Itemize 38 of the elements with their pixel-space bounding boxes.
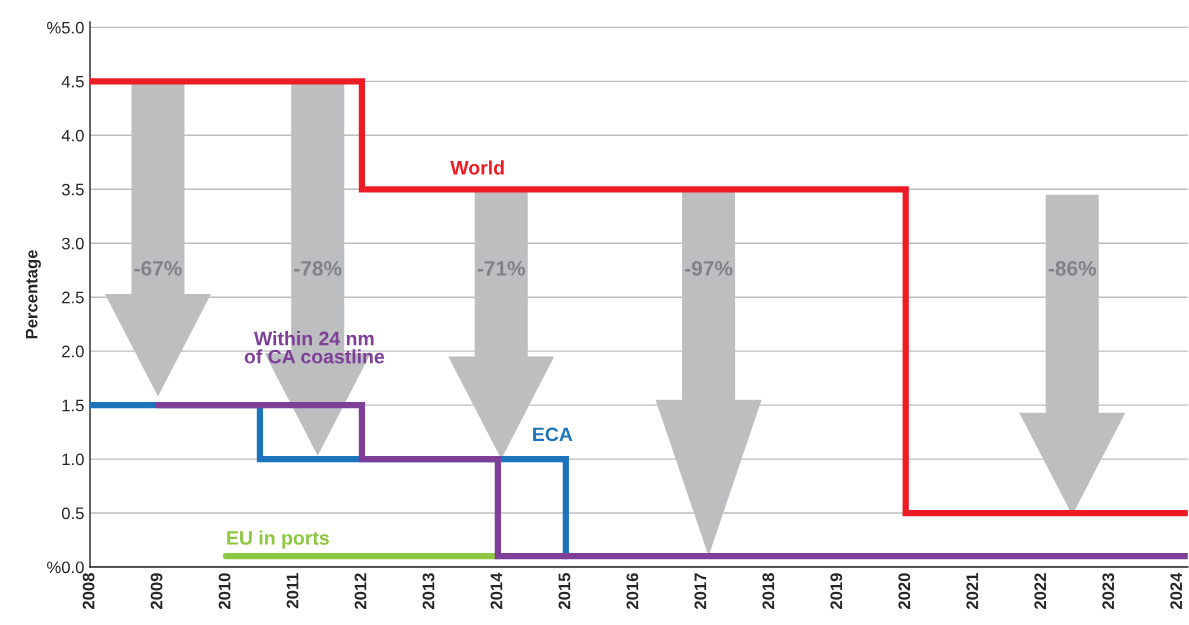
y-tick-label: %0.0: [47, 561, 84, 574]
x-tick-label: 2015: [558, 573, 571, 610]
series-label: World: [450, 160, 504, 175]
y-tick-label: 1.5: [62, 399, 84, 412]
y-tick-label: 0.5: [61, 507, 84, 520]
y-tick-label: 4.0: [61, 129, 84, 142]
x-tick-label: 2017: [694, 573, 707, 610]
x-tick-label: 2009: [150, 573, 163, 610]
y-tick-label: 3.0: [61, 237, 84, 250]
x-tick-label: 2020: [898, 573, 911, 610]
y-tick-label: 3.5: [61, 183, 84, 196]
x-tick-label: 2014: [490, 572, 503, 610]
x-tick-label: 2023: [1102, 573, 1115, 610]
annotation: -67%: [134, 261, 182, 276]
x-tick-label: 2018: [762, 573, 775, 610]
x-tick-label: 2013: [422, 573, 435, 610]
annotation: -78%: [294, 261, 342, 276]
y-tick-label: 2.0: [62, 345, 84, 358]
text: Within 24 nm of CA coastline: [244, 331, 385, 364]
annotation: -71%: [477, 261, 526, 276]
annotation: -97%: [685, 261, 733, 276]
y-tick-label: %5.0: [47, 21, 84, 34]
annotation: -86%: [1048, 261, 1097, 276]
x-tick-label: 2022: [1034, 573, 1047, 610]
x-tick-label: 2016: [626, 573, 639, 610]
y-tick-label: 2.5: [62, 291, 84, 304]
series-label: ECA: [533, 427, 573, 442]
x-tick-label: 2012: [354, 573, 367, 610]
y-tick-label: 4.5: [61, 75, 84, 88]
x-tick-label: 2024: [1170, 572, 1183, 610]
y-tick-label: 1.0: [62, 453, 84, 466]
x-tick-label: 2011: [286, 573, 299, 609]
x-tick-label: 2021: [966, 573, 979, 610]
x-tick-label: 2010: [218, 573, 231, 610]
x-tick-label: 2008: [82, 573, 95, 610]
series-label: EU in ports: [227, 530, 329, 549]
x-tick-label: 2019: [830, 573, 843, 610]
y-axis-title: Percentage: [25, 250, 41, 339]
